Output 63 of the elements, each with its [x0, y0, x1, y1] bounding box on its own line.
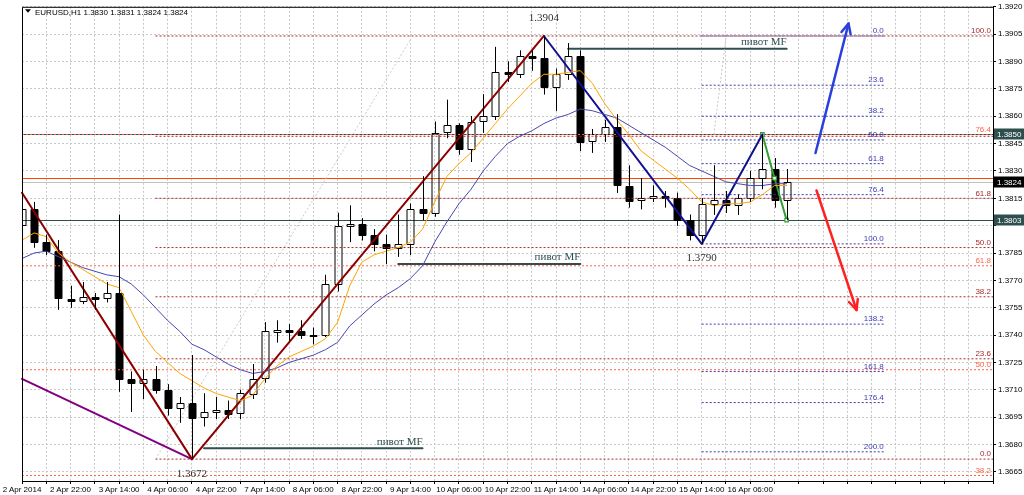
y-tick-label: 1.3875	[998, 84, 1024, 94]
series-label: 50.0	[975, 237, 992, 247]
y-tick-label: 1.3920	[998, 2, 1024, 11]
chart-title: EURUSD,H1 1.3830 1.3831 1.3824 1.3824	[35, 7, 189, 17]
series-label: пивот MF	[534, 250, 581, 263]
x-tick-label: 2 Apr 2014	[2, 485, 42, 494]
series-label: 100.0	[970, 26, 992, 36]
x-tick-label: 11 Apr 14:00	[533, 485, 579, 494]
y-tick-label: 1.3740	[998, 330, 1024, 340]
series-label: 76.4	[868, 184, 885, 194]
x-tick-label: 10 Apr 06:00	[436, 485, 483, 494]
y-tick-label: 1.3815	[998, 193, 1024, 203]
series-label: 38.2	[868, 106, 885, 116]
x-tick-label: 4 Apr 22:00	[195, 485, 238, 494]
y-tick-label: 1.3905	[998, 29, 1024, 39]
x-tick-label: 14 Apr 06:00	[581, 485, 628, 494]
ref-line-label: 1.3850	[997, 129, 1023, 139]
series-label: 23.6	[975, 349, 992, 359]
series-label: 61.8	[868, 153, 885, 163]
series-label: пивот MF	[376, 434, 423, 447]
y-tick-label: 1.3755	[998, 302, 1024, 312]
series-label: 50.0	[975, 359, 992, 369]
series-label: 23.6	[868, 75, 885, 85]
x-tick-label: 2 Apr 22:00	[50, 485, 92, 494]
series-label: 61.8	[975, 255, 992, 265]
x-tick-label: 8 Apr 06:00	[292, 485, 335, 494]
y-tick-label: 1.3725	[998, 357, 1024, 367]
data-label: 1.3790	[686, 251, 718, 264]
series-label: 76.4	[975, 124, 992, 134]
y-tick-label: 1.3680	[998, 439, 1024, 449]
y-tick-label: 1.3785	[998, 248, 1024, 258]
series-label: 0.0	[872, 26, 885, 36]
y-tick-label: 1.3770	[998, 275, 1024, 285]
y-tick-label: 1.3830	[998, 166, 1024, 176]
series-label: 200.0	[863, 442, 885, 452]
x-tick-label: 8 Apr 22:00	[341, 485, 383, 494]
series-label: 38.2	[975, 465, 992, 475]
series-label: пивот MF	[740, 35, 787, 48]
y-tick-label: 1.3890	[998, 56, 1024, 66]
series-label: 176.4	[863, 392, 885, 402]
series-label: 100.0	[863, 234, 885, 244]
data-label: 1.3904	[528, 11, 560, 24]
ref-line-label: 1.3824	[997, 177, 1023, 187]
series-label: 38.2	[975, 286, 992, 296]
x-tick-label: 14 Apr 22:00	[630, 485, 677, 494]
x-tick-label: 15 Apr 14:00	[679, 485, 725, 494]
series-label: 0.0	[979, 449, 992, 459]
x-tick-label: 10 Apr 22:00	[484, 485, 531, 494]
series-label: 161.8	[863, 361, 885, 371]
x-tick-label: 3 Apr 14:00	[98, 485, 141, 494]
y-tick-label: 1.3695	[998, 412, 1024, 422]
series-label: 138.2	[863, 314, 885, 324]
y-tick-label: 1.3710	[998, 385, 1024, 395]
x-tick-label: 4 Apr 06:00	[147, 485, 189, 494]
data-label: 1.3672	[176, 466, 208, 479]
y-tick-label: 1.3860	[998, 111, 1024, 121]
y-tick-label: 1.3845	[998, 138, 1024, 148]
x-tick-label: 7 Apr 14:00	[244, 485, 286, 494]
x-tick-label: 16 Apr 06:00	[727, 485, 774, 494]
y-tick-label: 1.3665	[998, 467, 1024, 477]
ref-line-label: 1.3803	[997, 215, 1023, 225]
series-label: 61.8	[975, 188, 992, 198]
x-tick-label: 9 Apr 14:00	[389, 485, 432, 494]
